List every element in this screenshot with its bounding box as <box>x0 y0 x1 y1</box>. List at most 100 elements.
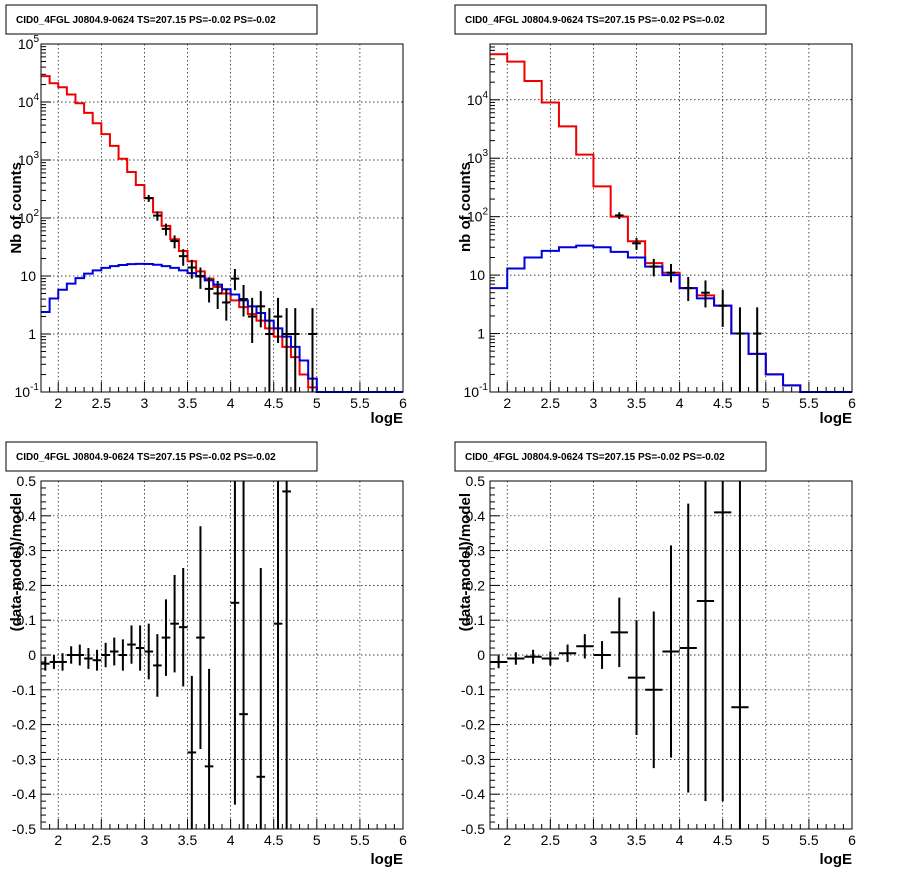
data-point <box>204 277 214 303</box>
y-tick-label: 0.2 <box>17 577 37 593</box>
y-tick-label: 103 <box>467 148 489 166</box>
y-tick-label: 1 <box>28 326 36 342</box>
y-tick-label: 102 <box>467 207 489 225</box>
data-point <box>41 656 50 671</box>
data-point <box>696 481 715 802</box>
data-point <box>75 644 85 666</box>
data-point <box>178 568 188 687</box>
y-tick-label: 0.1 <box>17 612 37 628</box>
data-point <box>204 668 214 829</box>
y-tick-label: -0.2 <box>12 717 36 733</box>
plot-area: 2 2.5 3 3.5 4 4.5 5 5.5 6 10-1 1 10 102 103 104 105 <box>15 34 408 411</box>
tick-labels: 2 2.5 3 3.5 4 4.5 5 5.5 6 -0.5 -0.4 -0.3 -0.2 -0.1 0 0.… <box>12 473 407 848</box>
data-point <box>752 307 762 392</box>
x-tick-label: 4.5 <box>713 832 733 848</box>
x-axis-label: logE <box>371 851 404 868</box>
data-point <box>66 646 76 664</box>
plot-area: 2 2.5 3 3.5 4 4.5 5 5.5 6 10-1 1 10 102 103 104 <box>464 43 857 411</box>
y-tick-label: 0.3 <box>17 543 37 559</box>
y-tick-label: -0.5 <box>12 821 36 837</box>
x-tick-label: 2 <box>503 395 511 411</box>
grid <box>41 44 403 392</box>
data-points <box>144 194 317 392</box>
chart-title: CID0_4FGL J0804.9-0624 TS=207.15 PS=-0.0… <box>16 15 276 26</box>
title-box <box>5 441 318 472</box>
x-tick-label: 4 <box>676 395 684 411</box>
data-point <box>610 597 628 668</box>
x-tick-label: 2 <box>54 832 62 848</box>
data-point <box>247 297 257 343</box>
data-point <box>153 634 162 697</box>
data-point <box>58 653 67 671</box>
x-tick-label: 4.5 <box>264 832 284 848</box>
data-point <box>239 481 248 829</box>
chart-title: CID0_4FGL J0804.9-0624 TS=207.15 PS=-0.0… <box>16 452 276 463</box>
panel-residuals-left: CID0_4FGL J0804.9-0624 TS=207.15 PS=-0.0… <box>5 441 407 868</box>
data-point <box>714 481 732 802</box>
x-tick-label: 6 <box>399 395 407 411</box>
y-axis-label: nb of counts <box>457 162 474 252</box>
data-point <box>679 503 697 793</box>
y-tick-label: 104 <box>467 90 489 108</box>
plot-area: 2 2.5 3 3.5 4 4.5 5 5.5 6 -0.5 -0.4 -0.3 -0.2 -0.1 0 0.… <box>461 473 856 848</box>
y-tick-label: 0.2 <box>466 577 486 593</box>
plot-frame <box>40 43 404 393</box>
data-point <box>666 263 676 283</box>
data-point <box>645 611 663 769</box>
data-point <box>273 481 283 829</box>
panel-counts-left: CID0_4FGL J0804.9-0624 TS=207.15 PS=-0.0… <box>5 4 408 427</box>
y-tick-label: -0.4 <box>12 786 36 802</box>
data-point <box>213 280 222 309</box>
x-tick-label: 4.5 <box>713 395 733 411</box>
x-tick-label: 6 <box>848 832 856 848</box>
x-tick-label: 3 <box>590 832 598 848</box>
x-tick-label: 4 <box>227 832 235 848</box>
x-tick-label: 5.5 <box>799 395 819 411</box>
data-point <box>265 308 274 392</box>
y-tick-label: 10 <box>469 267 485 283</box>
tick-labels: 2 2.5 3 3.5 4 4.5 5 5.5 6 10-1 1 10 102 103 104 <box>464 90 857 411</box>
data-point <box>118 639 128 671</box>
data-points <box>41 481 291 829</box>
data-point <box>614 212 624 220</box>
x-tick-label: 5 <box>313 395 321 411</box>
data-point <box>683 276 693 302</box>
data-point <box>144 623 154 680</box>
x-tick-label: 3 <box>141 395 149 411</box>
x-tick-label: 2 <box>503 832 511 848</box>
y-tick-label: 0.5 <box>17 473 37 489</box>
data-point <box>49 655 59 669</box>
x-tick-label: 2.5 <box>92 832 112 848</box>
data-point <box>230 269 240 291</box>
data-point <box>256 568 266 829</box>
x-tick-label: 4 <box>227 395 235 411</box>
y-axis-label: (data-model)/model <box>8 493 25 631</box>
data-point <box>170 574 179 673</box>
data-point <box>735 307 745 392</box>
data-point <box>282 481 291 829</box>
data-point <box>84 648 93 669</box>
data-point <box>273 297 283 343</box>
data-point <box>222 288 231 321</box>
data-point <box>593 641 611 669</box>
x-tick-label: 4.5 <box>264 395 284 411</box>
x-tick-label: 6 <box>399 832 407 848</box>
data-point <box>308 308 317 392</box>
x-axis-label: logE <box>820 410 853 427</box>
series-line-source-model <box>41 262 403 393</box>
data-point <box>153 211 162 221</box>
x-tick-label: 5.5 <box>350 395 370 411</box>
x-tick-label: 2.5 <box>92 395 112 411</box>
title-box <box>5 4 318 35</box>
x-tick-label: 3 <box>141 832 149 848</box>
y-axis-label: (data-model)/model <box>457 493 474 631</box>
y-tick-label: 105 <box>18 34 40 52</box>
data-point <box>627 620 646 736</box>
panel-counts-right: CID0_4FGL J0804.9-0624 TS=207.15 PS=-0.0… <box>454 4 857 427</box>
data-point <box>662 545 680 758</box>
y-tick-label: 102 <box>18 208 40 226</box>
y-tick-label: -0.4 <box>461 786 485 802</box>
x-tick-label: 5.5 <box>350 832 370 848</box>
data-point <box>144 194 154 202</box>
data-point <box>490 655 508 669</box>
